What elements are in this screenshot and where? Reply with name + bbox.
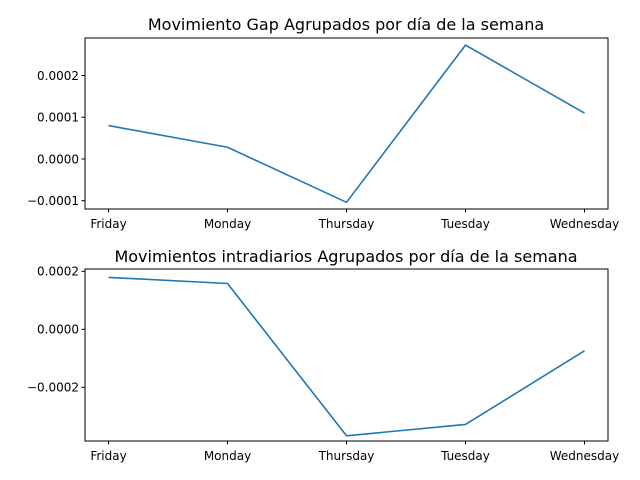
- chart-1-ytick-label: 0.0002: [37, 69, 79, 83]
- chart-1-plot: −0.0001 0.0000 0.0001 0.0002 Friday Monday Thu…: [27, 37, 619, 231]
- chart-2-plot: −0.0002 0.0000 0.0002 Friday Monday Thursday T…: [27, 265, 619, 463]
- chart-2-series-line: [108, 276, 585, 437]
- chart-2-ytick-label: −0.0002: [27, 381, 79, 395]
- chart-1-ytick-label: −0.0001: [27, 194, 79, 208]
- chart-2-xtick-label: Monday: [204, 449, 251, 463]
- chart-1-xtick-label: Thursday: [318, 217, 375, 231]
- chart-1-ytick-label: 0.0001: [37, 111, 79, 125]
- chart-2-xtick-label: Tuesday: [440, 449, 490, 463]
- chart-2-xtick-label: Wednesday: [550, 449, 619, 463]
- chart-1-xtick-label: Monday: [204, 217, 251, 231]
- chart-2-ytick-label: 0.0000: [37, 323, 79, 337]
- chart-2-frame: [84, 268, 609, 442]
- chart-1-xtick-label: Tuesday: [440, 217, 490, 231]
- chart-2-title: Movimientos intradiarios Agrupados por d…: [114, 247, 577, 266]
- chart-1-ytick-label: 0.0000: [37, 152, 79, 166]
- chart-2-ytick-label: 0.0002: [37, 265, 79, 279]
- chart-1-frame: [84, 37, 609, 210]
- chart-2-xtick-label: Thursday: [318, 449, 375, 463]
- chart-1-xtick-label: Wednesday: [550, 217, 619, 231]
- chart-1-series-line: [108, 44, 585, 204]
- chart-1: Movimiento Gap Agrupados por día de la s…: [27, 15, 619, 231]
- chart-1-title: Movimiento Gap Agrupados por día de la s…: [148, 15, 544, 34]
- chart-2-xtick-label: Friday: [90, 449, 126, 463]
- chart-2: Movimientos intradiarios Agrupados por d…: [27, 247, 619, 463]
- chart-1-xtick-label: Friday: [90, 217, 126, 231]
